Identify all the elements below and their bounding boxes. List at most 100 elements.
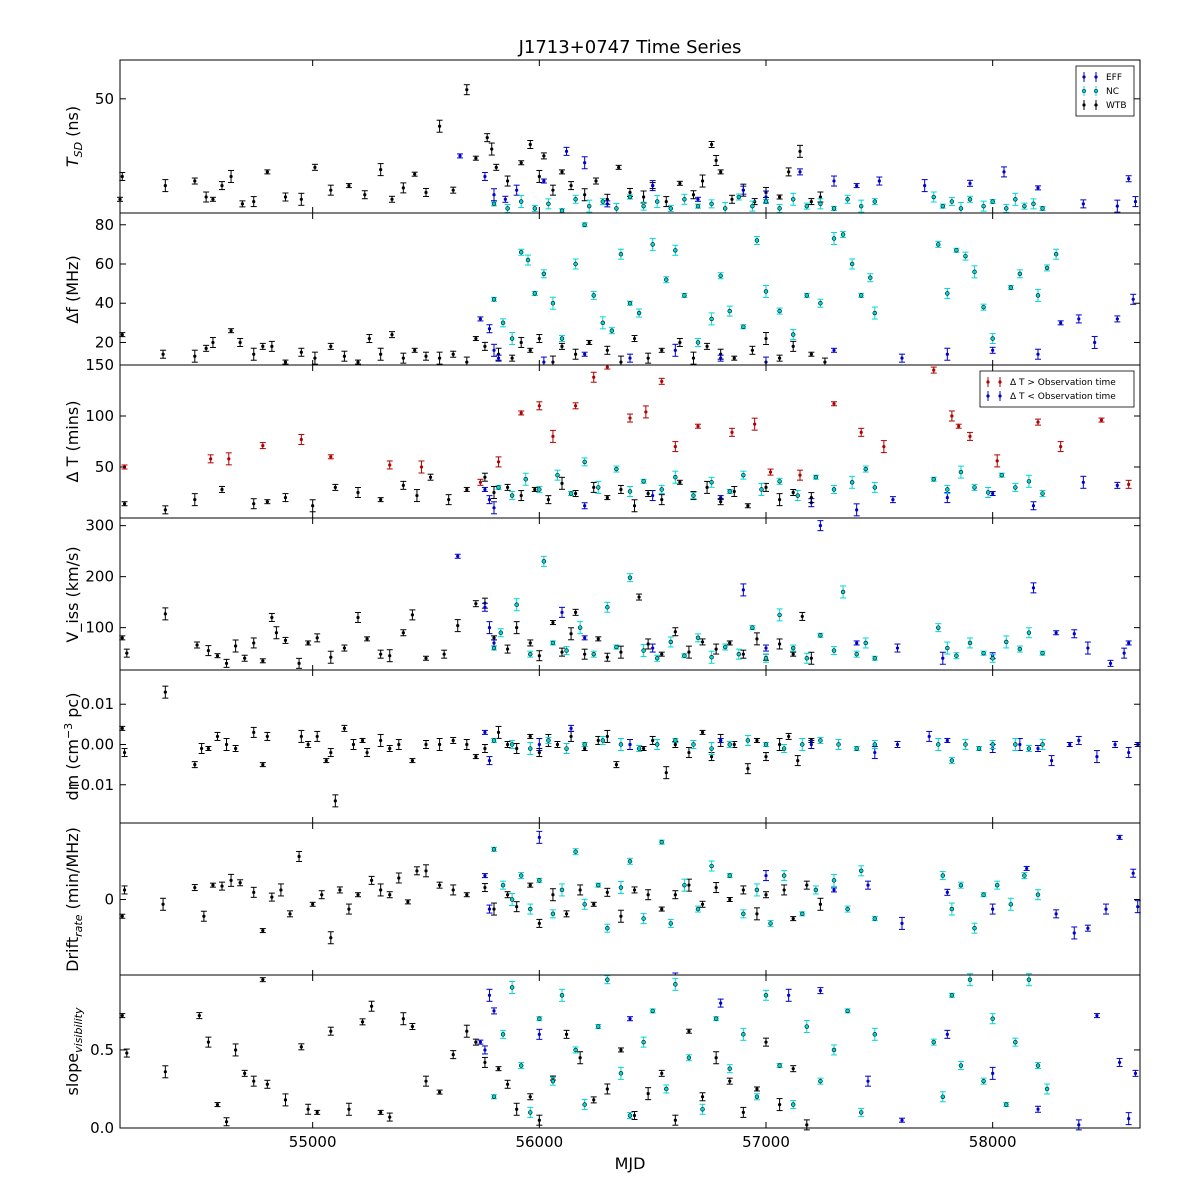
point-marker bbox=[627, 194, 633, 200]
point-marker bbox=[981, 1078, 986, 1084]
point-marker bbox=[313, 356, 317, 360]
data-point bbox=[794, 755, 801, 767]
data-point bbox=[463, 486, 470, 492]
data-point bbox=[649, 180, 656, 192]
point-marker bbox=[500, 320, 506, 326]
data-point bbox=[717, 354, 724, 362]
point-marker bbox=[550, 301, 556, 306]
point-marker bbox=[646, 893, 650, 897]
point-marker bbox=[587, 340, 591, 345]
point-marker bbox=[763, 289, 769, 294]
point-marker bbox=[415, 493, 419, 498]
point-marker bbox=[215, 654, 220, 658]
data-point bbox=[364, 748, 371, 758]
point-marker bbox=[551, 188, 555, 192]
data-point bbox=[672, 627, 679, 637]
point-marker bbox=[641, 203, 646, 209]
point-marker bbox=[990, 336, 995, 341]
point-marker bbox=[491, 645, 497, 651]
data-point bbox=[763, 199, 769, 205]
point-marker bbox=[578, 888, 582, 892]
data-point bbox=[228, 873, 235, 887]
point-marker bbox=[798, 149, 802, 153]
point-marker bbox=[528, 883, 532, 887]
point-marker bbox=[506, 742, 510, 747]
point-marker bbox=[1086, 646, 1090, 650]
data-point bbox=[423, 864, 429, 878]
data-point bbox=[441, 649, 448, 659]
data-point bbox=[740, 324, 747, 330]
point-marker bbox=[614, 763, 619, 767]
point-marker bbox=[537, 921, 541, 926]
data-point bbox=[980, 200, 987, 212]
point-marker bbox=[900, 1118, 904, 1122]
point-marker bbox=[515, 626, 519, 630]
data-point bbox=[259, 928, 266, 934]
data-point bbox=[672, 343, 679, 357]
data-point bbox=[627, 1016, 633, 1022]
point-marker bbox=[204, 195, 208, 199]
point-marker bbox=[206, 1040, 210, 1044]
point-marker bbox=[347, 907, 351, 911]
point-marker bbox=[347, 183, 351, 188]
point-marker bbox=[719, 738, 723, 743]
point-marker bbox=[791, 1067, 795, 1071]
data-point bbox=[695, 337, 701, 347]
data-point bbox=[604, 601, 611, 613]
point-marker bbox=[1054, 912, 1058, 916]
data-point bbox=[831, 175, 837, 187]
data-point bbox=[831, 873, 837, 887]
data-point bbox=[808, 198, 815, 206]
data-point bbox=[386, 649, 393, 663]
point-marker bbox=[967, 977, 973, 982]
point-marker bbox=[1122, 651, 1126, 655]
data-point bbox=[971, 922, 978, 934]
data-point bbox=[726, 873, 733, 879]
point-marker bbox=[641, 648, 646, 653]
point-marker bbox=[288, 912, 292, 916]
point-marker bbox=[541, 559, 547, 564]
data-point bbox=[704, 342, 711, 350]
point-marker bbox=[220, 884, 224, 888]
y-tick-label: 300 bbox=[85, 517, 114, 535]
point-marker bbox=[605, 925, 610, 931]
data-point bbox=[1075, 314, 1082, 324]
point-marker bbox=[485, 136, 489, 140]
point-marker bbox=[605, 977, 610, 982]
data-point bbox=[423, 187, 429, 197]
data-point bbox=[808, 739, 815, 749]
data-point bbox=[645, 490, 652, 498]
point-marker bbox=[367, 336, 371, 341]
data-point bbox=[608, 327, 615, 335]
point-marker bbox=[424, 1079, 428, 1083]
point-marker bbox=[424, 656, 428, 660]
point-marker bbox=[465, 893, 469, 897]
data-point bbox=[663, 196, 670, 208]
data-point bbox=[327, 1026, 334, 1036]
point-marker bbox=[696, 197, 700, 201]
point-marker bbox=[831, 878, 837, 883]
data-point bbox=[971, 265, 978, 279]
legend-entry: Δ T < Observation time bbox=[986, 391, 1116, 402]
point-marker bbox=[646, 356, 650, 360]
point-marker bbox=[252, 199, 256, 204]
data-point bbox=[477, 316, 484, 322]
data-point bbox=[282, 192, 289, 202]
data-point bbox=[1075, 735, 1082, 745]
point-marker bbox=[709, 746, 714, 751]
point-marker bbox=[813, 475, 819, 480]
data-point bbox=[695, 633, 701, 643]
point-marker bbox=[923, 183, 927, 188]
data-point bbox=[631, 886, 638, 894]
data-point bbox=[345, 183, 352, 189]
point-marker bbox=[311, 504, 315, 508]
point-marker bbox=[283, 195, 288, 199]
data-point bbox=[491, 846, 497, 852]
data-point bbox=[481, 171, 488, 181]
data-point bbox=[191, 349, 198, 363]
data-point bbox=[753, 235, 760, 245]
point-marker bbox=[313, 165, 317, 169]
data-point bbox=[491, 1007, 497, 1015]
data-point bbox=[232, 745, 239, 753]
